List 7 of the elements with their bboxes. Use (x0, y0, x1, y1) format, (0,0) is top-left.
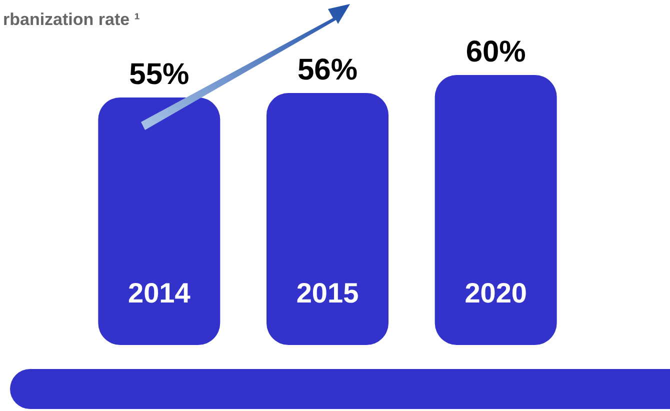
x-tick-label: 2020 (464, 278, 527, 308)
x-tick-label: 2015 (296, 278, 359, 308)
chart-title: rbanization rate ¹ (3, 10, 140, 29)
data-label: 56% (297, 54, 358, 86)
data-label: 60% (466, 36, 526, 68)
data-label: 55% (129, 58, 190, 91)
x-tick-label: 2014 (128, 278, 191, 308)
